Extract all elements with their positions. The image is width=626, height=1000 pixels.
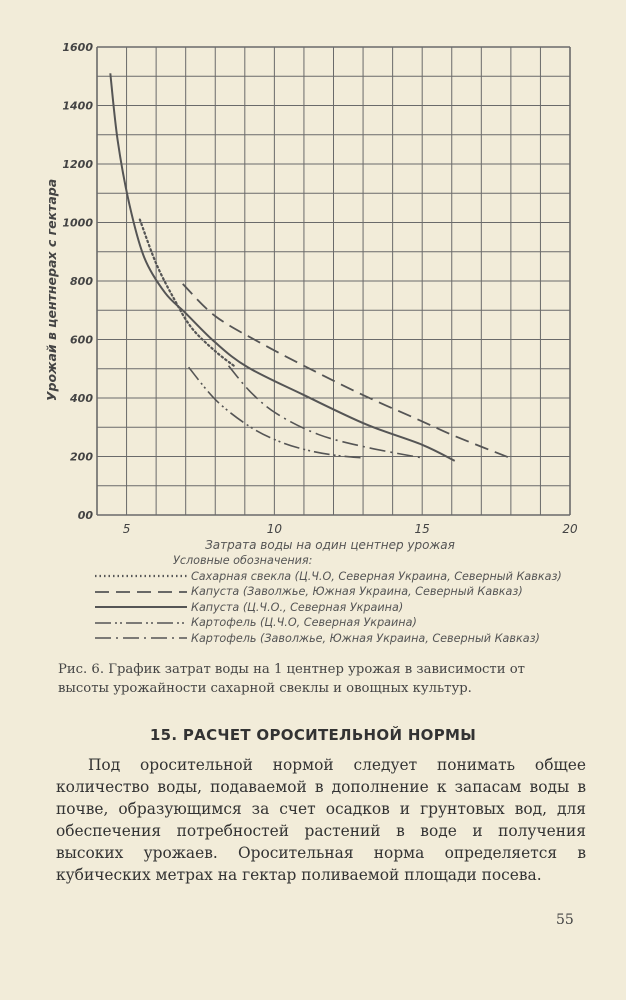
legend-swatch [95, 590, 187, 593]
y-tick-label: 1400 [62, 100, 93, 113]
figure-caption: Рис. 6. График затрат воды на 1 центнер … [58, 662, 525, 696]
legend-label: Капуста (Ц.Ч.О., Северная Украина) [191, 600, 404, 614]
grid [96, 46, 571, 516]
legend-label: Картофель (Ц.Ч.О, Северная Украина) [191, 616, 417, 629]
y-tick-label: 1600 [62, 41, 93, 54]
chart: 5 10 15 20 1600 1400 1200 1000 800 600 400 200 00 Ур… [44, 41, 578, 552]
y-tick-label: 00 [78, 509, 94, 522]
legend-swatch [95, 621, 187, 624]
series-line-1 [182, 283, 515, 461]
y-tick-label: 1200 [62, 158, 93, 171]
legend: Условные обозначения: Сахарная свекла (Ц… [95, 553, 575, 646]
legend-swatch [95, 606, 187, 609]
x-axis-label: Затрата воды на один центнер урожая [205, 538, 455, 552]
x-tick-label: 15 [415, 522, 430, 536]
y-axis-label: Урожай в центнерах с гектара [44, 179, 59, 401]
y-tick-label: 1000 [62, 217, 93, 230]
y-tick-label: 400 [69, 392, 93, 405]
series-line-4 [227, 365, 423, 459]
legend-label: Капуста (Заволжье, Южная Украина, Северн… [191, 585, 523, 598]
page-number: 55 [556, 912, 574, 928]
curves [109, 73, 515, 462]
x-tick-label: 5 [123, 522, 131, 536]
y-tick-label: 600 [70, 334, 93, 347]
x-tick-label: 10 [267, 522, 283, 536]
series-line-2 [109, 73, 456, 462]
legend-label: Сахарная свекла (Ц.Ч.О, Северная Украина… [191, 569, 562, 583]
legend-swatch [95, 575, 187, 578]
legend-entry: Картофель (Заволжье, Южная Украина, Севе… [95, 631, 575, 647]
legend-title: Условные обозначения: [173, 554, 313, 567]
x-tick-label: 20 [562, 522, 578, 536]
series-line-0 [138, 218, 238, 369]
legend-label: Картофель (Заволжье, Южная Украина, Севе… [191, 631, 540, 645]
legend-entry: Сахарная свекла (Ц.Ч.О, Северная Украина… [95, 569, 575, 585]
legend-entry: Капуста (Ц.Ч.О., Северная Украина) [95, 600, 575, 616]
tick-labels: 5 10 15 20 1600 1400 1200 1000 800 600 400 200 00 [62, 41, 578, 536]
legend-entry: Капуста (Заволжье, Южная Украина, Северн… [95, 584, 575, 600]
legend-swatch [95, 637, 187, 640]
y-tick-label: 200 [70, 451, 93, 464]
y-tick-label: 800 [70, 275, 93, 288]
legend-entry: Картофель (Ц.Ч.О, Северная Украина) [95, 615, 575, 631]
body-paragraph: Под оросительной нормой следует понимать… [56, 756, 586, 884]
section-heading: 15. РАСЧЕТ ОРОСИТЕЛЬНОЙ НОРМЫ [149, 726, 477, 744]
series-line-3 [188, 366, 364, 459]
